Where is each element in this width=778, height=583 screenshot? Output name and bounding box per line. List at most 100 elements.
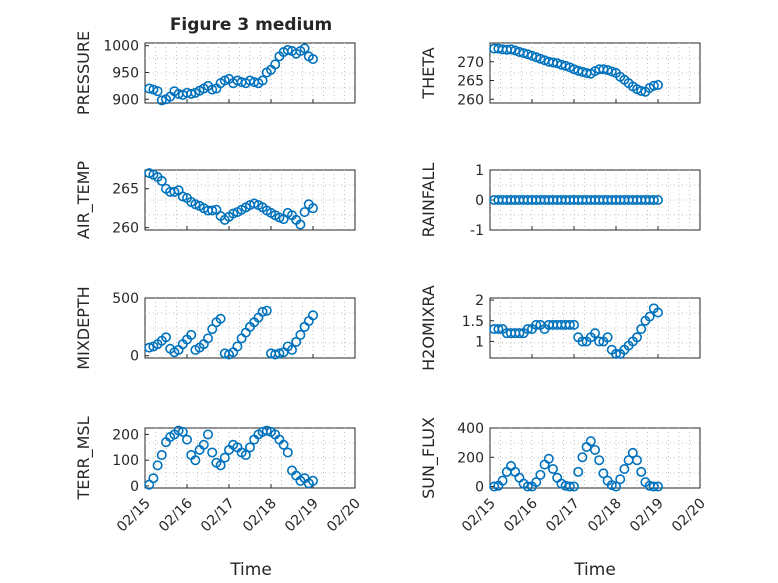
- y-axis-label-sun_flux: SUN_FLUX: [419, 417, 439, 499]
- data-point: [156, 95, 167, 106]
- data-point: [585, 436, 596, 447]
- data-point: [203, 333, 214, 344]
- data-point: [291, 336, 302, 347]
- data-point: [282, 44, 293, 55]
- data-point: [203, 429, 214, 440]
- y-tick-label: 200: [112, 427, 139, 443]
- x-tick-label: 02/15: [114, 496, 154, 536]
- data-point: [535, 469, 546, 480]
- data-point: [270, 59, 281, 70]
- x-tick-label: 02/16: [501, 495, 541, 535]
- data-point: [577, 336, 588, 347]
- subplot-pressure: 900 950 1000 PRESSURE: [74, 31, 356, 115]
- y-tick-label: 400: [457, 421, 484, 437]
- data-point: [531, 319, 542, 330]
- y-tick-label: 0: [475, 193, 484, 209]
- subplot-rainfall: -1 0 1 RAINFALL: [419, 163, 701, 239]
- data-point: [648, 195, 659, 206]
- data-point: [493, 324, 504, 335]
- data-point: [514, 328, 525, 339]
- y-tick-label: 900: [112, 92, 139, 108]
- data-point: [232, 341, 243, 352]
- data-point: [594, 455, 605, 466]
- x-tick-label: 02/16: [156, 495, 196, 535]
- data-point: [627, 447, 638, 458]
- data-point: [610, 348, 621, 359]
- y-tick-label: 0: [130, 349, 139, 365]
- data-point: [573, 466, 584, 477]
- data-point: [257, 306, 268, 317]
- y-axis-label-h2omixra: H2OMIXRA: [419, 285, 438, 371]
- data-point: [299, 43, 310, 54]
- data-point: [648, 481, 659, 492]
- data-point: [602, 332, 613, 343]
- data-point: [207, 84, 218, 95]
- data-point: [215, 460, 226, 471]
- data-point: [594, 336, 605, 347]
- y-tick-label: 265: [457, 74, 484, 90]
- data-point: [497, 475, 508, 486]
- data-point: [615, 474, 626, 485]
- data-point: [652, 80, 663, 91]
- y-tick-label: 2: [475, 293, 484, 309]
- data-point: [619, 463, 630, 474]
- data-point: [152, 460, 163, 471]
- data-point: [307, 310, 318, 321]
- x-tick-label: 02/19: [627, 496, 667, 536]
- data-point: [207, 324, 218, 335]
- data-point: [606, 480, 617, 491]
- data-point: [299, 207, 310, 218]
- subplot-air_temp: 260 265 AIR_TEMP: [74, 161, 356, 239]
- data-point: [215, 313, 226, 324]
- y-tick-label: 0: [130, 479, 139, 495]
- data-point: [152, 86, 163, 97]
- data-point: [219, 452, 230, 463]
- x-axis-label-left: Time: [229, 560, 272, 580]
- data-point: [636, 86, 647, 97]
- y-tick-label: 950: [112, 65, 139, 81]
- x-tick-label: 02/20: [669, 496, 709, 536]
- data-point: [610, 481, 621, 492]
- subplot-sun_flux: 0 200 400 SUN_FLUX 02/15 02/16 02/17 02/18 02/19…: [419, 417, 709, 535]
- y-tick-label: 1.5: [462, 314, 484, 330]
- y-axis-label-air_temp: AIR_TEMP: [74, 161, 94, 239]
- data-point: [182, 434, 193, 445]
- y-tick-label: 0: [475, 480, 484, 496]
- data-point: [261, 305, 272, 316]
- x-tick-label: 02/17: [543, 496, 583, 536]
- data-point: [589, 328, 600, 339]
- data-point: [598, 468, 609, 479]
- data-point: [282, 447, 293, 458]
- data-point: [564, 481, 575, 492]
- y-axis-label-theta: THETA: [419, 47, 438, 99]
- data-point: [295, 219, 306, 230]
- data-point: [278, 439, 289, 450]
- y-tick-label: 1: [475, 163, 484, 179]
- y-axis-label-rainfall: RAINFALL: [419, 163, 438, 238]
- data-point: [631, 332, 642, 343]
- data-point: [173, 425, 184, 436]
- x-tick-label: 02/18: [585, 496, 625, 536]
- subplot-theta: 260 265 270 THETA: [419, 42, 701, 108]
- y-tick-label: 1000: [103, 39, 139, 55]
- data-point: [522, 481, 533, 492]
- data-point: [295, 329, 306, 340]
- data-point: [644, 311, 655, 322]
- data-point: [636, 324, 647, 335]
- y-tick-label: -1: [470, 223, 484, 239]
- y-tick-label: 1: [475, 334, 484, 350]
- data-point: [161, 332, 172, 343]
- data-point: [652, 481, 663, 492]
- data-point: [547, 463, 558, 474]
- data-point: [531, 477, 542, 488]
- data-point: [307, 475, 318, 486]
- data-point: [177, 426, 188, 437]
- data-point: [652, 307, 663, 318]
- y-axis-label-pressure: PRESSURE: [74, 31, 93, 115]
- figure-title: Figure 3 medium: [170, 15, 332, 35]
- subplot-h2omixra: 1 1.5 2 H2OMIXRA: [419, 285, 701, 371]
- data-point: [286, 344, 297, 355]
- data-point: [148, 473, 159, 484]
- data-point: [489, 481, 500, 492]
